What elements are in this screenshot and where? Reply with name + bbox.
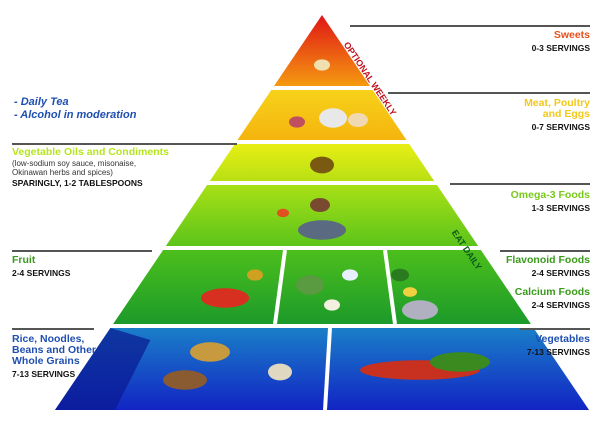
eggs-image <box>319 108 347 128</box>
fruit-title: Fruit <box>12 254 36 266</box>
flavonoid-title: Flavonoid Foods <box>506 254 590 266</box>
note-tea: - Daily Tea <box>14 96 69 108</box>
cabbage-image <box>296 275 324 295</box>
omega-title: Omega-3 Foods <box>510 189 590 201</box>
pyramid-side-face <box>54 328 151 410</box>
meat-servings: 0-7 SERVINGS <box>531 122 590 132</box>
milk-image <box>342 269 358 281</box>
flavonoid-servings: 2-4 SERVINGS <box>531 268 590 278</box>
broccoli-image <box>391 268 409 282</box>
nuts-image <box>310 198 330 212</box>
bread-image <box>163 370 207 390</box>
grains-image <box>190 342 230 362</box>
meat-title-line: and Eggs <box>542 108 590 120</box>
vegetables-servings: 7-13 SERVINGS <box>526 347 590 357</box>
beverage-notes: - Daily Tea - Alcohol in moderation <box>14 96 136 122</box>
fruit-image <box>201 288 249 308</box>
note-alcohol: - Alcohol in moderation <box>14 109 137 121</box>
grains-title-line: Rice, Noodles, <box>12 333 85 345</box>
greens-image <box>430 352 490 372</box>
compartment-divider <box>383 249 397 325</box>
divider <box>500 250 590 252</box>
tofu-image <box>324 299 340 311</box>
fruit-servings: 2-4 SERVINGS <box>12 268 71 278</box>
grains-title: Rice, Noodles, Beans and Other Whole Gra… <box>12 334 96 367</box>
sweets-title: Sweets <box>553 29 590 41</box>
grains-servings: 7-13 SERVINGS <box>12 369 76 379</box>
salmon-image <box>402 300 438 320</box>
divider <box>388 92 590 94</box>
meat-title: Meat, Poultry and Eggs <box>524 98 590 120</box>
fish-image <box>298 220 346 240</box>
oils-detail-line: Okinawan herbs and spices) <box>12 168 113 177</box>
pyramid-tier-omega <box>165 185 479 246</box>
calcium-servings: 2-4 SERVINGS <box>531 300 590 310</box>
oils-servings: SPARINGLY, 1-2 TABLESPOONS <box>12 178 143 188</box>
oil-bottles-image <box>310 156 334 174</box>
compartment-divider <box>273 249 287 325</box>
cheese-image <box>403 287 417 297</box>
divider <box>12 250 152 252</box>
sweets-servings: 0-3 SERVINGS <box>531 43 590 53</box>
divider <box>520 328 590 330</box>
oils-title: Vegetable Oils and Condiments <box>12 146 169 158</box>
divider <box>12 143 237 145</box>
meat-image <box>289 116 305 128</box>
divider <box>12 328 94 330</box>
omega-servings: 1-3 SERVINGS <box>531 203 590 213</box>
rice-image <box>268 363 292 381</box>
ice-cream-image <box>314 59 330 71</box>
pineapple-image <box>247 269 263 281</box>
compartment-divider <box>323 327 332 411</box>
oils-detail-line: (low-sodium soy sauce, misonaise, <box>12 159 137 168</box>
vegetables-title: Vegetables <box>535 333 590 345</box>
oils-detail: (low-sodium soy sauce, misonaise, Okinaw… <box>12 159 136 177</box>
grains-title-line: Whole Grains <box>12 355 80 367</box>
shrimp-image <box>277 208 289 218</box>
chicken-image <box>348 113 368 127</box>
calcium-title: Calcium Foods <box>514 286 590 298</box>
grains-title-line: Beans and Other <box>12 344 97 356</box>
divider <box>450 183 590 185</box>
divider <box>350 25 590 27</box>
pyramid-tier-sweets <box>274 15 370 86</box>
meat-title-line: Meat, Poultry <box>524 97 590 109</box>
